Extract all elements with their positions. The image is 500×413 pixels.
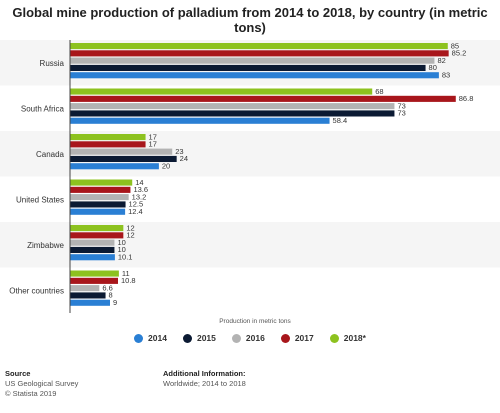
chart-title: Global mine production of palladium from… [12, 5, 488, 35]
legend-item-2017[interactable]: 2017 [280, 333, 314, 343]
bar [70, 163, 159, 170]
legend-swatch-2015 [182, 333, 192, 343]
source-line[interactable]: US Geological Survey [5, 379, 79, 388]
bar [70, 57, 435, 64]
data-label: 10 [117, 238, 125, 247]
bar [70, 110, 395, 117]
legend-label-2015: 2015 [196, 333, 216, 343]
data-label: 13.2 [132, 192, 147, 201]
bar [70, 179, 133, 186]
data-label: 80 [429, 63, 437, 72]
data-label: 24 [180, 154, 188, 163]
bar [70, 148, 173, 155]
category-label: Other countries [9, 286, 64, 295]
bar [70, 155, 177, 162]
bar [70, 277, 118, 284]
data-label: 73 [397, 101, 405, 110]
category-label: South Africa [21, 104, 65, 113]
legend-label-2017: 2017 [294, 333, 314, 343]
data-label: 6.6 [102, 283, 112, 292]
bar [70, 239, 115, 246]
data-label: 17 [149, 132, 157, 141]
bar [70, 43, 448, 50]
bar [70, 299, 110, 306]
bar [70, 117, 330, 124]
data-label: 9 [113, 298, 117, 307]
copyright-line: © Statista 2019 [5, 389, 57, 398]
data-label: 86.8 [459, 94, 474, 103]
x-axis-label: Production in metric tons [219, 318, 291, 325]
data-label: 10.1 [118, 253, 133, 262]
bar [70, 208, 126, 215]
bar [70, 246, 115, 253]
data-label: 73 [397, 109, 405, 118]
bar [70, 225, 124, 232]
legend-swatch-2017 [280, 333, 290, 343]
data-label: 13.6 [133, 185, 148, 194]
bar [70, 201, 126, 208]
category-label: Zimbabwe [27, 241, 64, 250]
category-label: United States [16, 195, 64, 204]
bar [70, 95, 456, 102]
bar [70, 134, 146, 141]
legend-item-2015[interactable]: 2015 [182, 333, 216, 343]
data-label: 82 [437, 56, 445, 65]
data-label: 23 [175, 147, 183, 156]
bar [70, 72, 439, 79]
additional-info-block: Additional Information: Worldwide; 2014 … [163, 369, 246, 389]
bar [70, 88, 373, 95]
category-label: Russia [40, 59, 65, 68]
legend-swatch-2018 [329, 333, 339, 343]
bar [70, 292, 106, 299]
data-label: 58.4 [333, 116, 348, 125]
legend-label-2014: 2014 [148, 333, 167, 343]
bar [70, 103, 395, 110]
legend-item-2018[interactable]: 2018* [329, 333, 366, 343]
legend-label-2018: 2018* [343, 333, 366, 343]
bar [70, 141, 146, 148]
bar [70, 64, 426, 71]
bar [70, 285, 100, 292]
legend-label-2016: 2016 [245, 333, 265, 343]
legend-swatch-2016 [231, 333, 241, 343]
data-label: 68 [375, 87, 383, 96]
data-label: 85 [451, 41, 459, 50]
data-label: 14 [135, 178, 143, 187]
data-label: 12.5 [129, 200, 144, 209]
bar [70, 186, 131, 193]
category-label: Canada [36, 150, 65, 159]
data-label: 12.4 [128, 207, 143, 216]
additional-info-heading: Additional Information: [163, 369, 246, 378]
source-heading: Source [5, 369, 31, 378]
data-label: 8 [109, 291, 113, 300]
bar [70, 232, 124, 239]
additional-info-line: Worldwide; 2014 to 2018 [163, 379, 246, 388]
data-label: 12 [126, 231, 134, 240]
bar [70, 50, 449, 57]
data-label: 20 [162, 162, 170, 171]
bar [70, 254, 115, 261]
data-label: 11 [122, 269, 130, 278]
data-label: 17 [149, 140, 157, 149]
chart-legend: 2014 2015 2016 2017 2018* [0, 333, 500, 343]
source-block: Source US Geological Survey © Statista 2… [5, 369, 78, 399]
legend-swatch-2014 [134, 333, 144, 343]
legend-item-2016[interactable]: 2016 [231, 333, 265, 343]
data-label: 10 [117, 245, 125, 254]
data-label: 85.2 [452, 49, 467, 58]
bar [70, 194, 129, 201]
data-label: 83 [442, 71, 450, 80]
data-label: 12 [126, 223, 134, 232]
legend-item-2014[interactable]: 2014 [134, 333, 167, 343]
data-label: 10.8 [121, 276, 136, 285]
bar [70, 270, 119, 277]
